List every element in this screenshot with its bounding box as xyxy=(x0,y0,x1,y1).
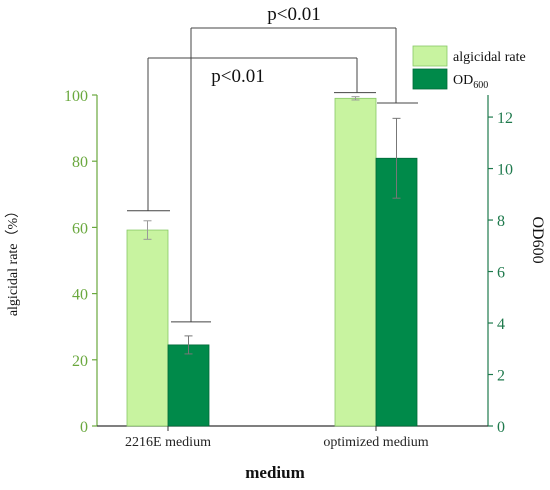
legend-swatch-algicidal-rate xyxy=(412,45,448,67)
bar-od600-2216e xyxy=(167,344,210,427)
left-tick-label: 0 xyxy=(80,419,88,436)
right-tick-label: 2 xyxy=(497,368,505,385)
p-value-label-od600: p<0.01 xyxy=(267,4,320,25)
x-tick-label: 2216E medium xyxy=(125,435,211,450)
left-axis-title: algicidal rate（%） xyxy=(5,204,21,316)
left-tick-label: 60 xyxy=(72,220,88,237)
left-tick-label: 80 xyxy=(72,154,88,171)
left-tick-label: 100 xyxy=(64,88,88,105)
bar-algicidal-rate-optimized xyxy=(334,97,377,427)
right-axis-title: OD600 xyxy=(529,216,546,263)
left-tick-label: 40 xyxy=(72,287,88,304)
right-tick-label: 10 xyxy=(497,162,513,179)
legend-od-sub: 600 xyxy=(473,80,488,91)
right-tick-label: 8 xyxy=(497,213,505,230)
x-tick-label: optimized medium xyxy=(323,435,428,450)
right-tick-label: 12 xyxy=(497,110,513,127)
legend-label-od600: OD600 xyxy=(453,73,488,91)
left-axis-ticks: 0 20 40 60 80 100 xyxy=(64,88,97,436)
legend-swatch-od600 xyxy=(412,68,448,90)
right-tick-label: 4 xyxy=(497,316,505,333)
right-tick-label: 6 xyxy=(497,265,505,282)
bar-algicidal-rate-2216e xyxy=(126,229,169,427)
legend-label-algicidal-rate: algicidal rate xyxy=(453,50,526,65)
x-axis-title: medium xyxy=(245,463,305,482)
right-tick-label: 0 xyxy=(497,419,505,436)
left-tick-label: 20 xyxy=(72,353,88,370)
significance-brackets: p<0.01 p<0.01 xyxy=(127,4,418,323)
p-value-label-algicidal-rate: p<0.01 xyxy=(211,66,264,87)
error-bars xyxy=(143,96,401,355)
legend-od-main: OD xyxy=(453,73,473,88)
category-labels: 2216E medium optimized medium xyxy=(125,426,429,450)
right-axis-ticks: 0 2 4 6 8 10 12 xyxy=(488,110,513,436)
legend: algicidal rate OD600 xyxy=(412,45,526,91)
bars xyxy=(126,97,418,427)
